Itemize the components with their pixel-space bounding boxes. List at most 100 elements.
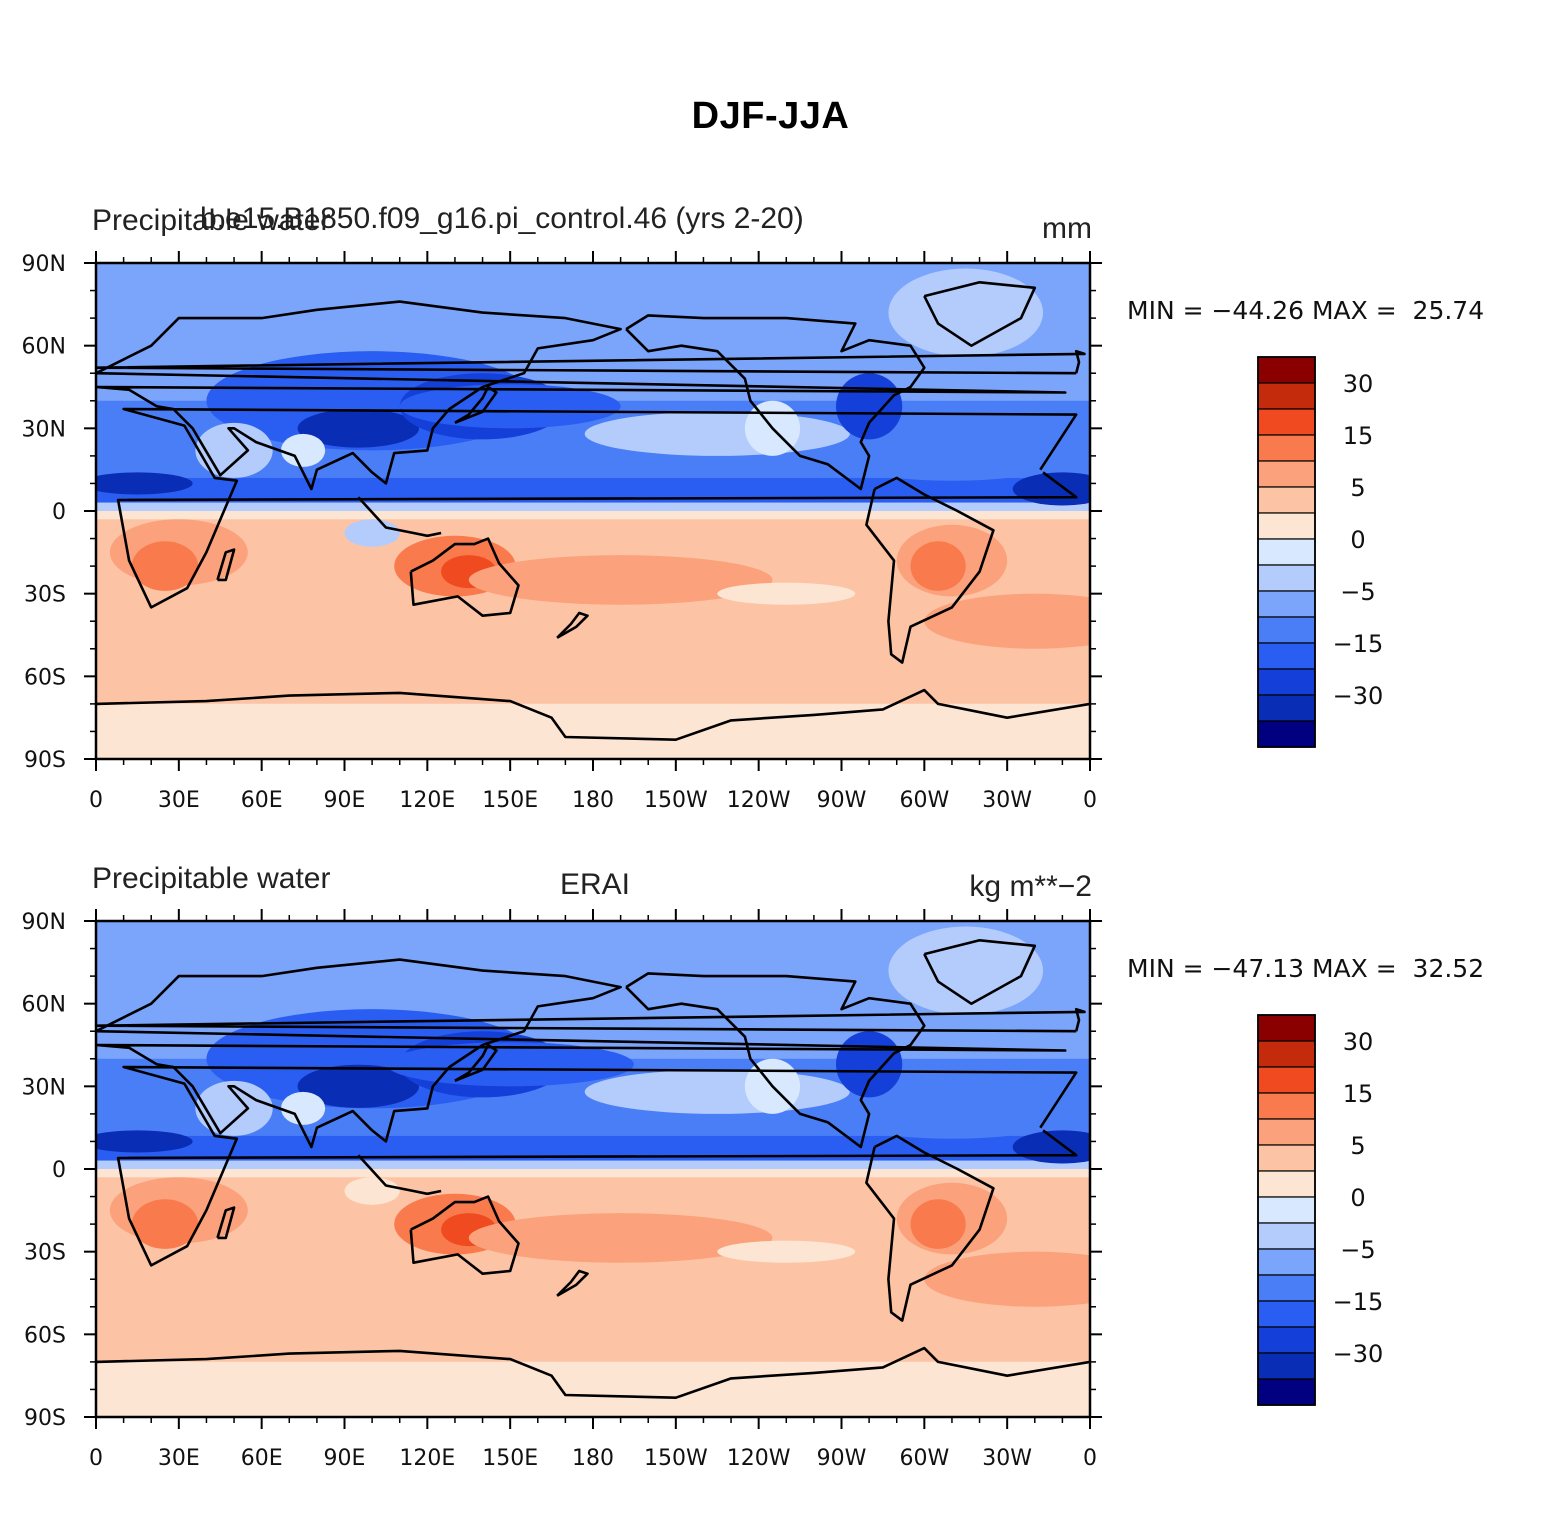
colorbar-label: 5 [1350, 1132, 1365, 1160]
y-tick-label: 90N [22, 252, 66, 277]
figure-title: DJF-JJA [691, 95, 850, 137]
coastline [96, 1346, 1090, 1399]
x-tick-label: 180 [572, 788, 614, 813]
y-tick-label: 30N [22, 1075, 66, 1100]
coastline [96, 958, 1067, 1149]
coastline [116, 1065, 1078, 1267]
colorbar-frame [1257, 356, 1316, 748]
x-tick-label: 0 [89, 788, 103, 813]
colorbar-label: −30 [1333, 1340, 1384, 1368]
field-contour [869, 1116, 1035, 1139]
colorbar-swatch [1257, 1378, 1316, 1406]
x-tick-label: 150W [644, 1446, 708, 1471]
colorbar-label: 30 [1343, 1028, 1374, 1056]
colorbar-swatch [1257, 1222, 1316, 1250]
coastline [409, 1195, 520, 1275]
colorbar-label: 0 [1350, 526, 1365, 554]
x-tick-label: 60W [899, 788, 949, 813]
coastline [216, 548, 236, 582]
colorbar-swatch [1257, 1040, 1316, 1068]
map-field [96, 263, 1090, 759]
colorbar-label: −15 [1333, 1288, 1384, 1316]
x-tick-label: 30W [982, 1446, 1032, 1471]
colorbar-swatch [1257, 1066, 1316, 1094]
colorbar-swatch [1257, 668, 1316, 696]
x-tick-label: 0 [1083, 788, 1097, 813]
x-tick-label: 150E [482, 788, 538, 813]
coastline [923, 939, 1037, 1005]
colorbar-swatch [1257, 434, 1316, 462]
x-tick-label: 30E [158, 1446, 200, 1471]
field-contour [584, 411, 850, 456]
x-tick-label: 120E [399, 1446, 455, 1471]
panel-units: mm [1042, 212, 1092, 245]
coastline [865, 476, 995, 664]
x-tick-label: 120W [727, 788, 791, 813]
min-max-text: MIN = −47.13 MAX = 32.52 [1127, 954, 1485, 983]
x-tick-label: 150E [482, 1446, 538, 1471]
colorbar-swatch [1257, 382, 1316, 410]
field-contour [717, 582, 856, 605]
field-contour [835, 1031, 903, 1098]
colorbar-label: 15 [1343, 1080, 1374, 1108]
y-tick-label: 90S [24, 748, 66, 773]
colorbar-swatch [1257, 720, 1316, 748]
colorbar-label: −5 [1340, 1236, 1375, 1264]
colorbar-swatch [1257, 1118, 1316, 1146]
colorbar-label: 5 [1350, 474, 1365, 502]
colorbar-swatch [1257, 694, 1316, 722]
field-band [96, 511, 1090, 520]
field-contour [1012, 472, 1090, 506]
coastline [625, 314, 926, 491]
field-contour [131, 1199, 199, 1249]
panel-left-title: Precipitable water [92, 204, 331, 237]
x-tick-label: 60E [241, 788, 283, 813]
x-tick-label: 90E [324, 1446, 366, 1471]
field-contour [131, 541, 199, 591]
coastline [409, 537, 520, 617]
coastline [556, 1269, 589, 1297]
field-contour [96, 717, 1090, 746]
field-contour [1012, 1130, 1090, 1164]
field-contour [151, 679, 1035, 702]
y-tick-label: 30S [24, 1241, 66, 1266]
x-tick-label: 120E [399, 788, 455, 813]
colorbar-label: 30 [1343, 370, 1374, 398]
field-contour [910, 1199, 966, 1249]
y-tick-label: 30N [22, 417, 66, 442]
colorbar-swatch [1257, 1274, 1316, 1302]
colorbar-label: −15 [1333, 630, 1384, 658]
x-tick-label: 0 [1083, 1446, 1097, 1471]
field-contour [280, 1091, 326, 1125]
colorbar-swatch [1257, 590, 1316, 618]
field-contour [96, 1375, 1090, 1404]
panel-center-title: b.e15.B1850.f09_g16.pi_control.46 (yrs 2… [200, 202, 804, 235]
y-tick-label: 60S [24, 1323, 66, 1348]
x-tick-label: 90E [324, 788, 366, 813]
colorbar-swatch [1257, 1144, 1316, 1172]
y-tick-label: 60S [24, 665, 66, 690]
x-tick-label: 30W [982, 788, 1032, 813]
map-chart-erai: 0 30E 60E 90E 120E 150E 180 150W 120W 90W 60W 30W 09… [22, 909, 1384, 1471]
x-tick-label: 120W [727, 1446, 791, 1471]
field-contour [910, 541, 966, 591]
coastline [625, 972, 926, 1149]
panel-center-title: ERAI [559, 868, 631, 901]
x-tick-label: 90W [817, 788, 867, 813]
x-tick-label: 90W [817, 1446, 867, 1471]
colorbar-swatch [1257, 460, 1316, 488]
coastline [96, 349, 1086, 375]
field-contour [96, 472, 193, 495]
field-contour [835, 373, 903, 440]
y-tick-label: 0 [52, 500, 66, 525]
colorbar-swatch [1257, 486, 1316, 514]
coastline [216, 1206, 236, 1240]
y-tick-label: 30S [24, 583, 66, 608]
field-band [96, 502, 1090, 511]
field-band [96, 1169, 1090, 1178]
colorbar-swatch [1257, 1300, 1316, 1328]
map-field [96, 921, 1090, 1417]
map-chart-model: 0 30E 60E 90E 120E 150E 180 150W 120W 90W 60W 30W 09… [22, 251, 1384, 813]
coastline [556, 611, 589, 639]
coastline [454, 385, 498, 425]
